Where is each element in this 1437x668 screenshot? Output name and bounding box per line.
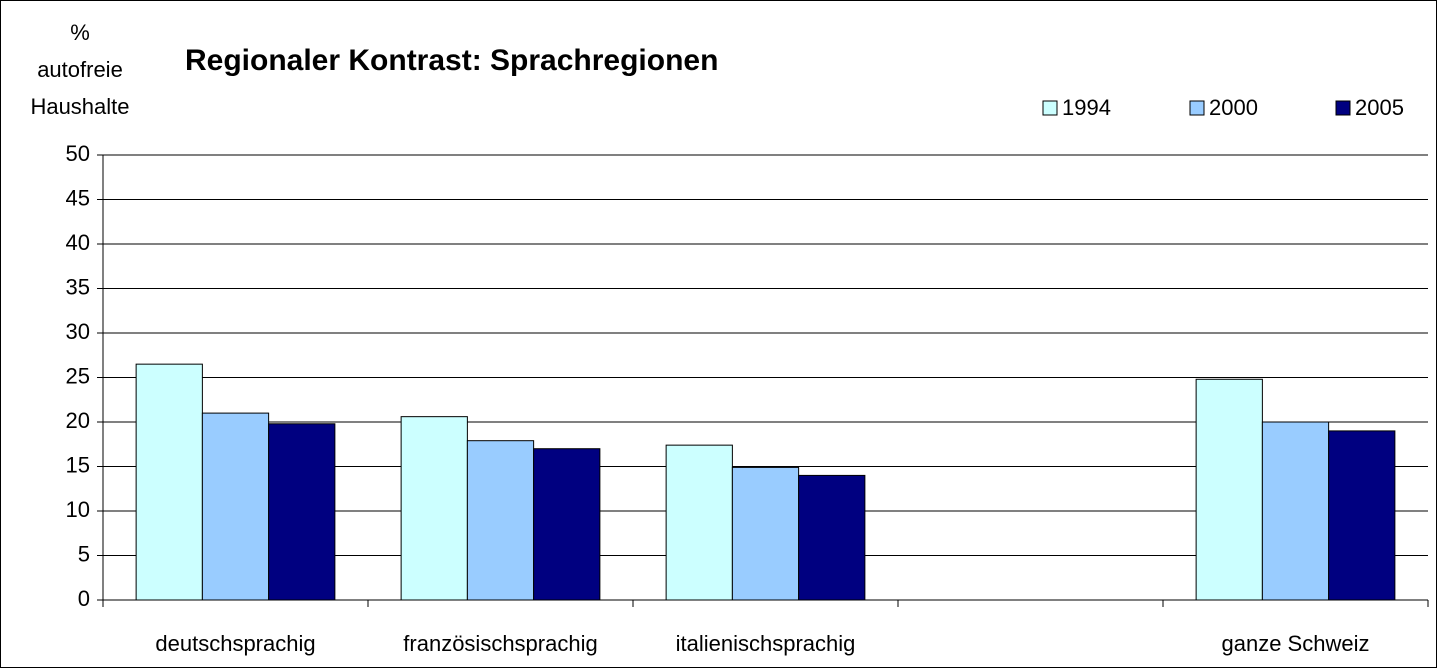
y-tick-label: 30 xyxy=(66,319,90,344)
y-tick-label: 25 xyxy=(66,363,90,388)
y-axis-label: Haushalte xyxy=(30,94,129,119)
chart-title: Regionaler Kontrast: Sprachregionen xyxy=(185,44,718,77)
bar xyxy=(1261,421,1330,601)
y-tick-label: 20 xyxy=(66,408,90,433)
legend-swatch xyxy=(1335,100,1351,116)
x-tick-label: deutschsprachig xyxy=(155,631,315,656)
legend-label: 2000 xyxy=(1209,95,1258,120)
y-tick-label: 15 xyxy=(66,452,90,477)
bar xyxy=(1195,378,1263,601)
bar xyxy=(135,363,203,601)
bar xyxy=(798,474,866,601)
bar xyxy=(731,466,800,601)
legend-swatch xyxy=(1042,100,1058,116)
bar xyxy=(665,444,733,601)
y-tick-label: 10 xyxy=(66,497,90,522)
bar xyxy=(268,423,336,601)
legend-label: 1994 xyxy=(1062,95,1111,120)
x-tick-label: französischsprachig xyxy=(403,631,597,656)
y-tick-label: 5 xyxy=(78,541,90,566)
y-axis-label: % xyxy=(70,20,90,45)
y-tick-label: 50 xyxy=(66,141,90,166)
bar xyxy=(1328,430,1396,601)
bar xyxy=(533,448,601,601)
legend-label: 2005 xyxy=(1355,95,1404,120)
x-tick-label: italienischsprachig xyxy=(676,631,856,656)
bar xyxy=(466,440,535,601)
y-tick-label: 0 xyxy=(78,586,90,611)
bar xyxy=(400,416,468,601)
legend-swatch xyxy=(1189,100,1205,116)
y-axis-label: autofreie xyxy=(37,57,123,82)
y-tick-label: 40 xyxy=(66,230,90,255)
bar xyxy=(201,412,270,601)
y-tick-label: 45 xyxy=(66,185,90,210)
y-tick-label: 35 xyxy=(66,274,90,299)
x-tick-label: ganze Schweiz xyxy=(1222,631,1370,656)
